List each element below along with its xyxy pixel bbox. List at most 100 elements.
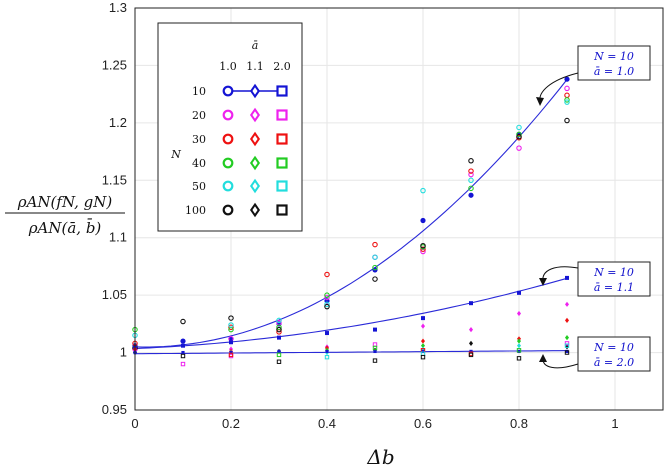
- annotation-arrowhead: [536, 97, 544, 106]
- data-point: [468, 158, 474, 164]
- y-tick-label: 1.2: [109, 115, 127, 130]
- legend-marker: [222, 109, 234, 121]
- data-point: [564, 117, 570, 124]
- legend: ā 1.0 1.1 2.0 N 10 20 30 40 50 100: [157, 22, 303, 232]
- legend-marker: [222, 204, 234, 216]
- data-point: [564, 350, 570, 355]
- data-point: [373, 327, 377, 332]
- legend-row-title: N: [170, 148, 181, 161]
- data-point: [469, 340, 473, 346]
- legend-marker: [222, 85, 234, 97]
- data-point: [228, 352, 234, 358]
- x-tick-label: 0.8: [510, 416, 528, 431]
- data-point: [469, 301, 473, 306]
- x-tick-label: 0.4: [318, 416, 336, 431]
- x-tick-label: 0: [131, 416, 138, 431]
- annotation-a1: N = 10 ā = 1.0: [536, 45, 651, 106]
- data-point: [324, 294, 330, 301]
- annotation-box: [577, 336, 651, 372]
- data-point: [276, 352, 282, 358]
- data-point: [517, 338, 521, 344]
- x-tick-label: 0.6: [414, 416, 432, 431]
- data-point: [421, 338, 425, 344]
- data-point: [565, 335, 569, 341]
- legend-header: ā: [252, 39, 259, 52]
- data-point: [181, 350, 185, 355]
- data-point: [325, 349, 329, 354]
- data-points: [132, 76, 570, 367]
- data-point: [516, 133, 522, 140]
- data-point: [516, 131, 522, 138]
- annotation-a11: N = 10 ā = 1.1: [539, 261, 651, 297]
- legend-marker: [222, 180, 234, 192]
- data-point: [420, 217, 426, 224]
- x-tick-label: 0.2: [222, 416, 240, 431]
- data-point: [565, 344, 569, 350]
- data-point: [517, 349, 521, 354]
- data-point: [276, 317, 282, 324]
- data-point: [277, 349, 281, 354]
- data-point: [181, 343, 185, 348]
- data-point: [180, 338, 186, 344]
- legend-row-label: 10: [192, 85, 206, 98]
- data-point: [565, 317, 569, 324]
- legend-box: [157, 22, 303, 232]
- data-point: [421, 316, 425, 321]
- annotation-arrowhead: [539, 278, 547, 286]
- legend-marker: [222, 157, 234, 169]
- data-point: [180, 318, 186, 325]
- data-point: [372, 254, 378, 260]
- y-tick-label: 1.05: [102, 287, 127, 302]
- legend-row-label: 20: [192, 109, 206, 122]
- data-point: [420, 246, 426, 252]
- legend-marker: [249, 155, 261, 171]
- data-point: [564, 76, 570, 82]
- data-point: [324, 292, 330, 298]
- data-point: [324, 354, 330, 360]
- data-point: [276, 359, 282, 364]
- data-point: [372, 345, 378, 351]
- fit-curve: [134, 79, 568, 348]
- data-point: [324, 303, 330, 310]
- data-point: [421, 343, 425, 349]
- annotation-a: ā = 2.0: [594, 356, 634, 369]
- data-point: [228, 315, 234, 321]
- data-point: [468, 352, 474, 358]
- data-point: [277, 335, 281, 340]
- data-point: [420, 243, 426, 249]
- fit-curves: [134, 79, 568, 355]
- legend-col-label: 1.0: [219, 60, 237, 73]
- legend-row-label: 40: [192, 157, 206, 170]
- annotation-box: [577, 45, 651, 81]
- data-point: [565, 275, 569, 280]
- data-point: [421, 323, 425, 329]
- data-point: [372, 264, 378, 271]
- data-point: [517, 310, 521, 317]
- x-tick-label: 1: [611, 416, 618, 431]
- y-tick-label: 1.25: [102, 57, 127, 72]
- data-point: [564, 343, 570, 348]
- data-point: [372, 276, 378, 282]
- data-point: [564, 97, 570, 103]
- legend-row-label: 30: [192, 133, 206, 146]
- annotation-a2: N = 10 ā = 2.0: [539, 336, 651, 372]
- data-point: [517, 290, 521, 295]
- data-point: [564, 99, 570, 105]
- data-point: [468, 168, 474, 174]
- data-point: [564, 341, 570, 346]
- data-point: [565, 301, 569, 307]
- data-point: [229, 350, 233, 355]
- data-point: [373, 349, 377, 354]
- legend-marker: [249, 202, 261, 218]
- data-point: [372, 358, 378, 363]
- legend-marker: [249, 131, 261, 147]
- data-point: [276, 326, 282, 333]
- data-point: [516, 348, 522, 353]
- data-point: [468, 185, 474, 192]
- legend-marker: [276, 133, 288, 145]
- legend-marker: [249, 83, 261, 99]
- legend-markers: [222, 83, 288, 218]
- data-point: [229, 340, 233, 345]
- legend-row-label: 50: [192, 180, 206, 193]
